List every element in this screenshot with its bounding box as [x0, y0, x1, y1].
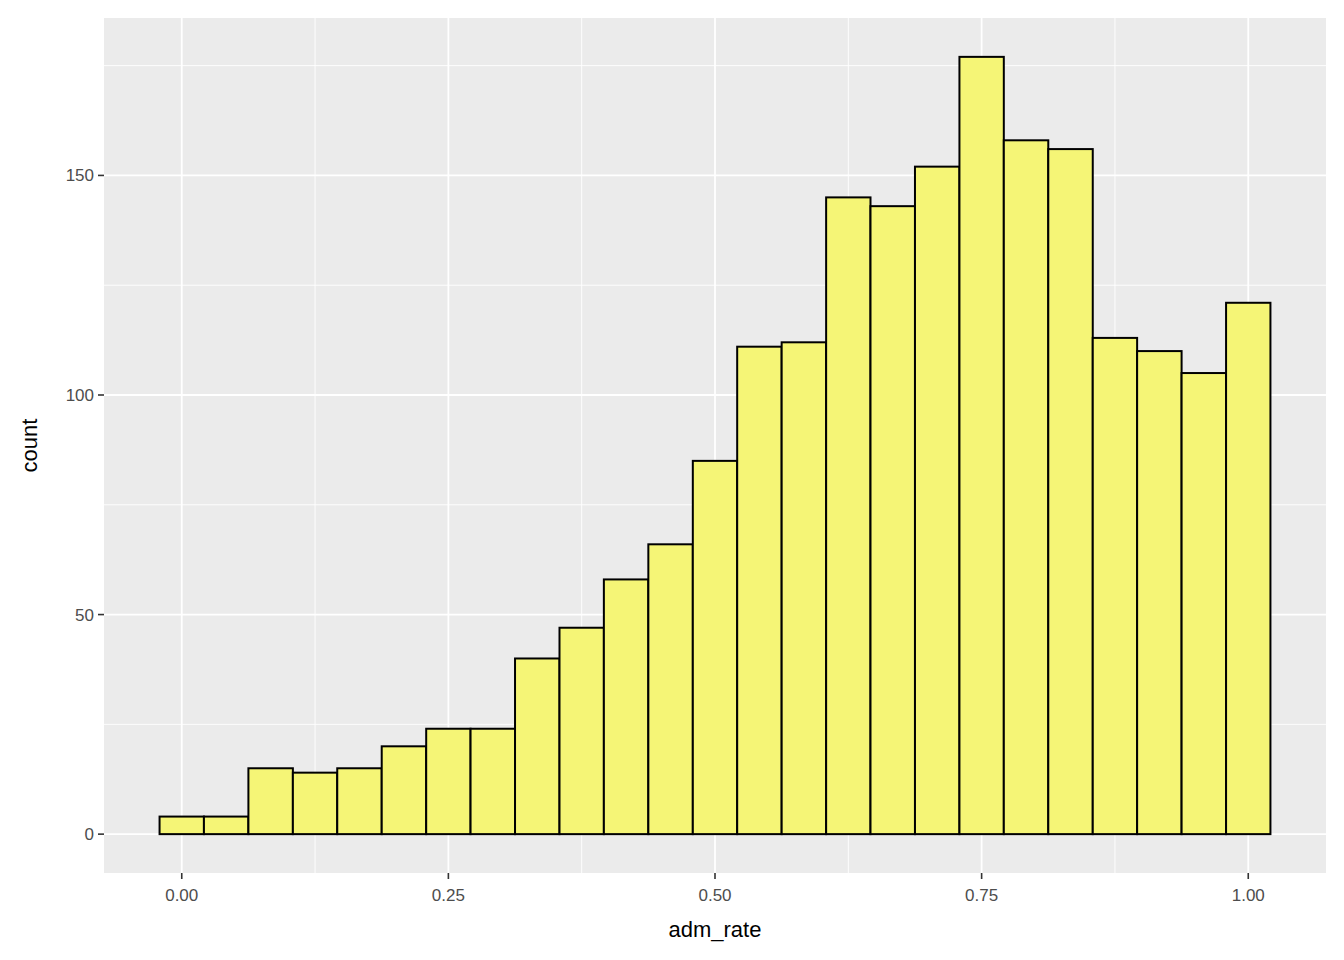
- grid-x: [181, 18, 183, 873]
- bar: [204, 817, 248, 835]
- bar: [1004, 140, 1048, 834]
- bar: [471, 729, 515, 834]
- tick-y: [98, 614, 104, 616]
- bar: [382, 746, 426, 834]
- bar: [515, 658, 559, 834]
- tick-label-y: 50: [75, 606, 94, 625]
- bar: [648, 544, 692, 834]
- minor-grid-x: [315, 18, 316, 873]
- tick-y: [98, 394, 104, 396]
- bar: [1226, 303, 1270, 834]
- bar: [604, 579, 648, 834]
- tick-label-x: 0.50: [698, 886, 731, 905]
- bar: [560, 628, 604, 834]
- bar: [959, 57, 1003, 834]
- bar: [293, 773, 337, 834]
- x-axis-title: adm_rate: [669, 917, 762, 942]
- tick-x: [181, 873, 183, 879]
- bar: [782, 342, 826, 834]
- bar: [693, 461, 737, 834]
- tick-label-x: 0.00: [165, 886, 198, 905]
- tick-x: [981, 873, 983, 879]
- tick-y: [98, 175, 104, 177]
- bar: [737, 347, 781, 834]
- bar: [870, 206, 914, 834]
- tick-label-y: 100: [66, 386, 94, 405]
- plot-panel: [104, 18, 1326, 873]
- y-axis-title: count: [17, 419, 42, 473]
- bar: [426, 729, 470, 834]
- tick-x: [448, 873, 450, 879]
- bar: [1093, 338, 1137, 834]
- tick-label-y: 150: [66, 166, 94, 185]
- bar: [337, 768, 381, 834]
- grid: [104, 18, 1326, 873]
- tick-x: [1247, 873, 1249, 879]
- tick-y: [98, 833, 104, 835]
- bar: [160, 817, 204, 835]
- tick-label-y: 0: [85, 825, 94, 844]
- chart: 0 50 100 150 0.00 0.25 0.50 0.75 1.00 adm_rate cou…: [0, 0, 1344, 960]
- background: [0, 0, 1344, 960]
- bar: [1182, 373, 1226, 834]
- bar: [915, 167, 959, 834]
- tick-label-x: 1.00: [1232, 886, 1265, 905]
- axes: 0 50 100 150 0.00 0.25 0.50 0.75 1.00: [66, 166, 1265, 905]
- bar: [1048, 149, 1092, 834]
- bars: [160, 57, 1271, 834]
- tick-x: [714, 873, 716, 879]
- bar: [826, 197, 870, 834]
- tick-label-x: 0.75: [965, 886, 998, 905]
- bar: [1137, 351, 1181, 834]
- bar: [248, 768, 292, 834]
- tick-label-x: 0.25: [432, 886, 465, 905]
